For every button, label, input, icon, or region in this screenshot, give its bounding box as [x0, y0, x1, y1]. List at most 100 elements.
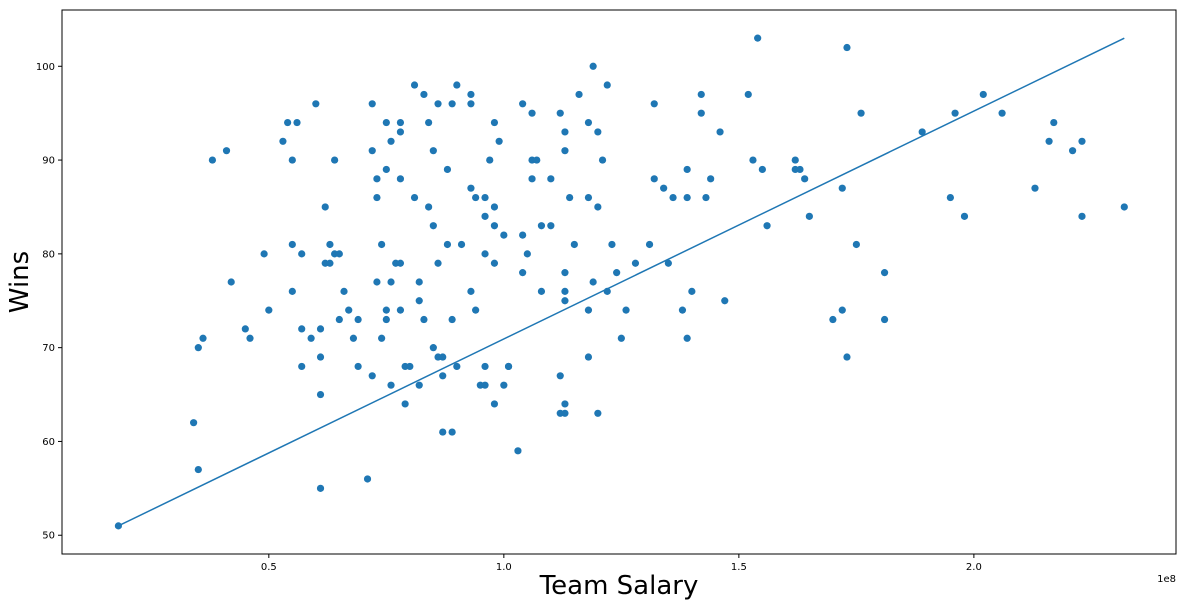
data-point — [561, 147, 569, 155]
data-point — [448, 100, 456, 108]
data-point — [796, 165, 804, 174]
data-point — [556, 109, 564, 117]
data-point — [584, 353, 593, 361]
data-point — [194, 465, 202, 474]
data-point — [561, 297, 569, 305]
data-point — [298, 362, 306, 371]
data-point — [246, 334, 254, 342]
data-point — [843, 43, 851, 52]
y-axis-label: Wins — [5, 251, 35, 313]
data-point — [486, 156, 494, 164]
data-point — [519, 100, 527, 108]
data-point — [561, 400, 569, 408]
data-point — [298, 250, 306, 258]
data-point — [744, 90, 752, 99]
data-point — [312, 100, 320, 108]
data-point — [387, 381, 395, 389]
data-point — [288, 287, 296, 295]
data-point — [791, 156, 799, 164]
data-point — [345, 306, 353, 314]
data-point — [307, 334, 315, 342]
data-point — [547, 175, 555, 183]
data-point — [410, 81, 419, 89]
data-point — [838, 306, 846, 314]
data-point — [434, 100, 442, 108]
data-point — [490, 118, 499, 127]
data-point — [331, 156, 339, 164]
data-point — [373, 193, 381, 202]
data-point — [683, 165, 691, 174]
data-point — [316, 325, 325, 333]
data-point — [194, 344, 202, 352]
data-point — [622, 306, 630, 314]
y-tick-label: 60 — [42, 437, 55, 448]
data-point — [631, 259, 640, 267]
data-point — [265, 306, 273, 314]
data-point — [707, 175, 715, 183]
data-point — [946, 193, 954, 202]
data-point — [660, 184, 668, 192]
data-point — [575, 90, 583, 99]
data-point — [1045, 137, 1053, 145]
data-point — [880, 315, 889, 324]
data-point — [448, 428, 456, 436]
x-axis-offset-label: 1e8 — [1157, 574, 1176, 585]
data-point — [556, 372, 564, 380]
data-point — [1120, 203, 1128, 211]
data-point — [504, 362, 513, 371]
data-point — [566, 193, 574, 202]
data-point — [429, 344, 437, 352]
x-tick-label: 1.0 — [496, 562, 512, 573]
data-point — [316, 353, 325, 361]
data-point — [481, 362, 489, 371]
data-point — [697, 90, 705, 99]
data-point — [519, 269, 527, 277]
data-point — [316, 484, 325, 492]
data-point — [852, 240, 860, 249]
data-point — [490, 400, 499, 408]
data-point — [467, 90, 475, 99]
data-point — [472, 193, 480, 202]
data-point — [222, 147, 231, 155]
data-point — [979, 90, 987, 99]
data-point — [805, 212, 813, 220]
data-point — [678, 306, 687, 314]
data-point — [354, 315, 362, 324]
data-point — [368, 372, 376, 380]
data-point — [951, 109, 959, 117]
data-point — [284, 118, 292, 127]
trend-line-layer — [118, 37, 1125, 527]
data-point — [645, 240, 654, 249]
data-point — [326, 259, 334, 267]
data-point — [608, 240, 616, 249]
y-tick-label: 90 — [42, 156, 55, 167]
x-tick-label: 1.5 — [731, 562, 747, 573]
data-point — [378, 240, 386, 249]
data-point — [490, 259, 499, 267]
data-point — [457, 240, 466, 249]
data-point — [382, 118, 390, 127]
y-tick-label: 50 — [42, 531, 55, 542]
data-point — [519, 231, 527, 239]
data-point — [1068, 147, 1077, 155]
data-point — [288, 240, 296, 249]
data-point — [754, 34, 762, 42]
data-point — [533, 156, 541, 164]
data-point — [514, 447, 522, 455]
data-point — [199, 334, 207, 342]
data-point — [749, 156, 757, 164]
data-point — [378, 334, 386, 342]
data-point — [481, 381, 489, 389]
data-point — [481, 212, 489, 220]
data-point — [349, 334, 358, 342]
data-point — [598, 156, 607, 164]
data-point — [406, 362, 414, 371]
data-point — [382, 165, 390, 174]
data-point — [448, 315, 456, 324]
data-point — [387, 278, 395, 286]
data-point — [401, 400, 409, 408]
data-point — [227, 278, 235, 286]
data-point — [260, 250, 268, 258]
data-point — [500, 231, 508, 239]
